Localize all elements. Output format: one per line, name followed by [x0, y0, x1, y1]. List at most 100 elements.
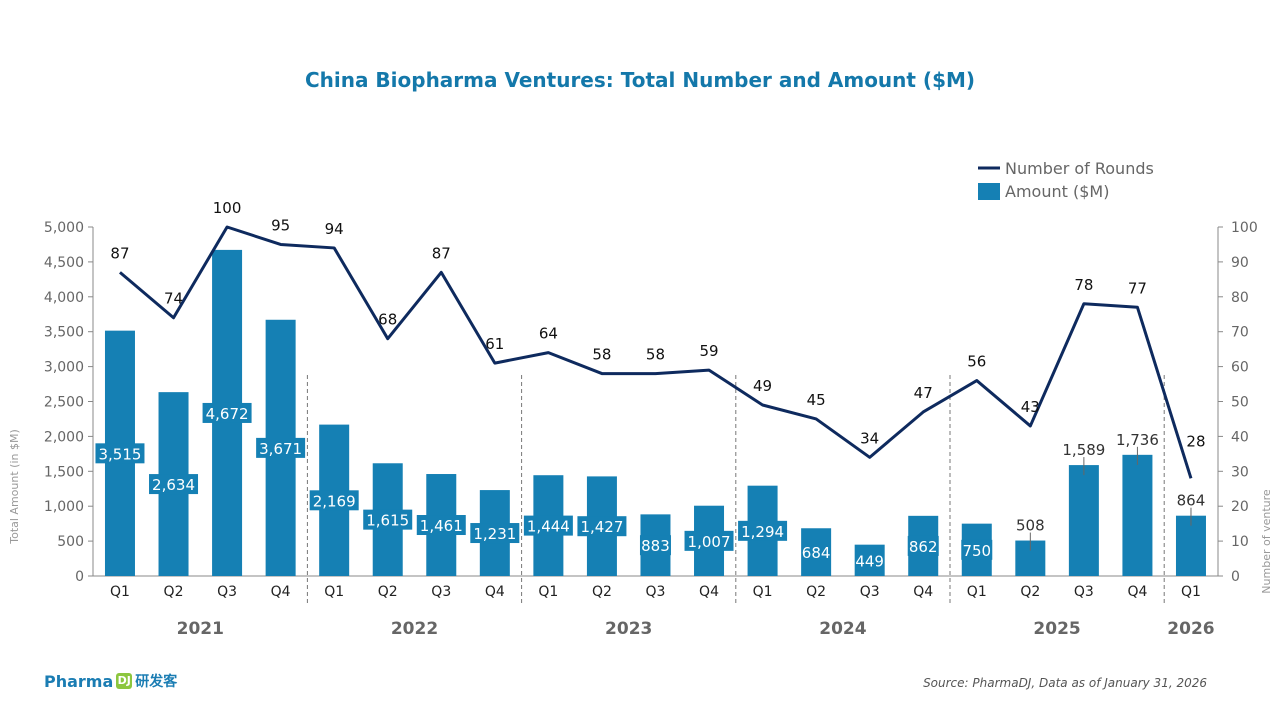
bar-label: 449	[855, 552, 884, 570]
bar-label: 883	[641, 537, 670, 555]
bar	[1122, 454, 1153, 576]
legend-label: Number of Rounds	[1005, 159, 1154, 178]
bar-label: 2,634	[152, 476, 195, 494]
x-tick-label: Q3	[860, 584, 880, 600]
line-label: 59	[699, 342, 718, 360]
left-tick-label: 3,000	[44, 360, 84, 376]
x-tick-label: Q1	[1181, 584, 1201, 600]
logo-mark-icon: DJ	[116, 673, 133, 689]
right-tick-label: 10	[1231, 534, 1249, 550]
bar-label-bg	[149, 474, 199, 495]
logo-text: Pharma	[44, 671, 114, 691]
bar-label-bg	[639, 535, 671, 556]
bar-label-bg	[684, 530, 734, 551]
bar-label: 508	[1016, 517, 1045, 535]
bar-label-bg	[95, 443, 145, 464]
x-tick-label: Q4	[271, 584, 291, 600]
legend-bar-swatch	[978, 183, 1000, 200]
year-label: 2023	[605, 619, 652, 639]
line-label: 45	[807, 391, 826, 409]
bar	[1068, 465, 1099, 576]
line-label: 74	[164, 290, 183, 308]
bar-label: 1,461	[420, 517, 463, 535]
bar	[1175, 515, 1206, 576]
bar-label-bg	[738, 520, 788, 541]
left-tick-label: 500	[57, 534, 84, 550]
x-tick-label: Q3	[646, 584, 666, 600]
line-label: 47	[914, 384, 933, 402]
bar-label-bg	[577, 516, 627, 537]
right-tick-label: 90	[1231, 255, 1249, 271]
legend-label: Amount ($M)	[1005, 182, 1109, 201]
bar-label: 1,589	[1062, 441, 1105, 459]
bar-label: 1,231	[473, 525, 516, 543]
bar-label-bg	[256, 437, 306, 458]
bar-label-bg	[470, 523, 520, 544]
rounds-line	[119, 225, 1193, 479]
line-label: 87	[110, 244, 129, 262]
x-tick-label: Q1	[753, 584, 773, 600]
right-tick-label: 20	[1231, 499, 1249, 515]
line-label: 100	[213, 199, 242, 217]
right-tick-label: 100	[1231, 220, 1258, 236]
bar-label: 862	[909, 538, 938, 556]
bar	[854, 544, 885, 576]
x-tick-label: Q3	[1074, 584, 1094, 600]
bar-label: 3,671	[259, 440, 302, 458]
x-tick-label: Q2	[1020, 584, 1040, 600]
bar-label: 1,427	[580, 518, 623, 536]
x-tick-label: Q1	[967, 584, 987, 600]
logo-cn: 研发客	[135, 674, 178, 690]
line-label: 87	[432, 244, 451, 262]
bar-label: 2,169	[313, 492, 356, 510]
bar-label-bg	[363, 509, 413, 530]
x-tick-label: Q4	[1127, 584, 1147, 600]
left-axis-title: Total Amount (in $M)	[8, 429, 21, 545]
bar-label-bg	[961, 539, 993, 560]
bar	[801, 528, 832, 576]
bar-label-bg	[309, 490, 359, 511]
left-tick-label: 4,500	[44, 255, 84, 271]
line-label: 95	[271, 216, 290, 234]
right-tick-label: 60	[1231, 360, 1249, 376]
bar-label-bg	[907, 535, 939, 556]
line-label: 49	[753, 377, 772, 395]
right-tick-label: 40	[1231, 429, 1249, 445]
line-label: 28	[1186, 432, 1205, 450]
line-label: 77	[1128, 279, 1147, 297]
left-tick-label: 1,500	[44, 464, 84, 480]
right-axis-title: Number of venture	[1260, 489, 1273, 594]
line-label: 58	[646, 346, 665, 364]
bar-label: 750	[962, 542, 991, 560]
line-label: 64	[539, 325, 558, 343]
bar-label: 3,515	[98, 445, 141, 463]
bar-label: 1,294	[741, 523, 784, 541]
x-tick-label: Q4	[913, 584, 933, 600]
line-label: 78	[1074, 276, 1093, 294]
x-tick-label: Q1	[538, 584, 558, 600]
bar-label: 1,444	[527, 518, 570, 536]
line-label: 43	[1021, 398, 1040, 416]
x-tick-label: Q3	[431, 584, 451, 600]
x-tick-label: Q2	[806, 584, 826, 600]
left-tick-label: 4,000	[44, 290, 84, 306]
x-tick-label: Q1	[324, 584, 344, 600]
x-tick-label: Q2	[378, 584, 398, 600]
line-label: 34	[860, 429, 879, 447]
bar-label: 1,736	[1116, 431, 1159, 449]
bar-label: 1,615	[366, 512, 409, 530]
logo: Pharma DJ 研发客	[44, 671, 177, 691]
year-label: 2025	[1033, 619, 1080, 639]
left-tick-label: 2,000	[44, 429, 84, 445]
bar-label: 1,007	[688, 533, 731, 551]
right-tick-label: 30	[1231, 464, 1249, 480]
line-label: 56	[967, 353, 986, 371]
year-label: 2022	[391, 619, 438, 639]
left-tick-label: 3,500	[44, 325, 84, 341]
x-tick-label: Q1	[110, 584, 130, 600]
line-label: 61	[485, 335, 504, 353]
x-tick-label: Q4	[699, 584, 719, 600]
x-tick-label: Q4	[485, 584, 505, 600]
line-label: 68	[378, 311, 397, 329]
